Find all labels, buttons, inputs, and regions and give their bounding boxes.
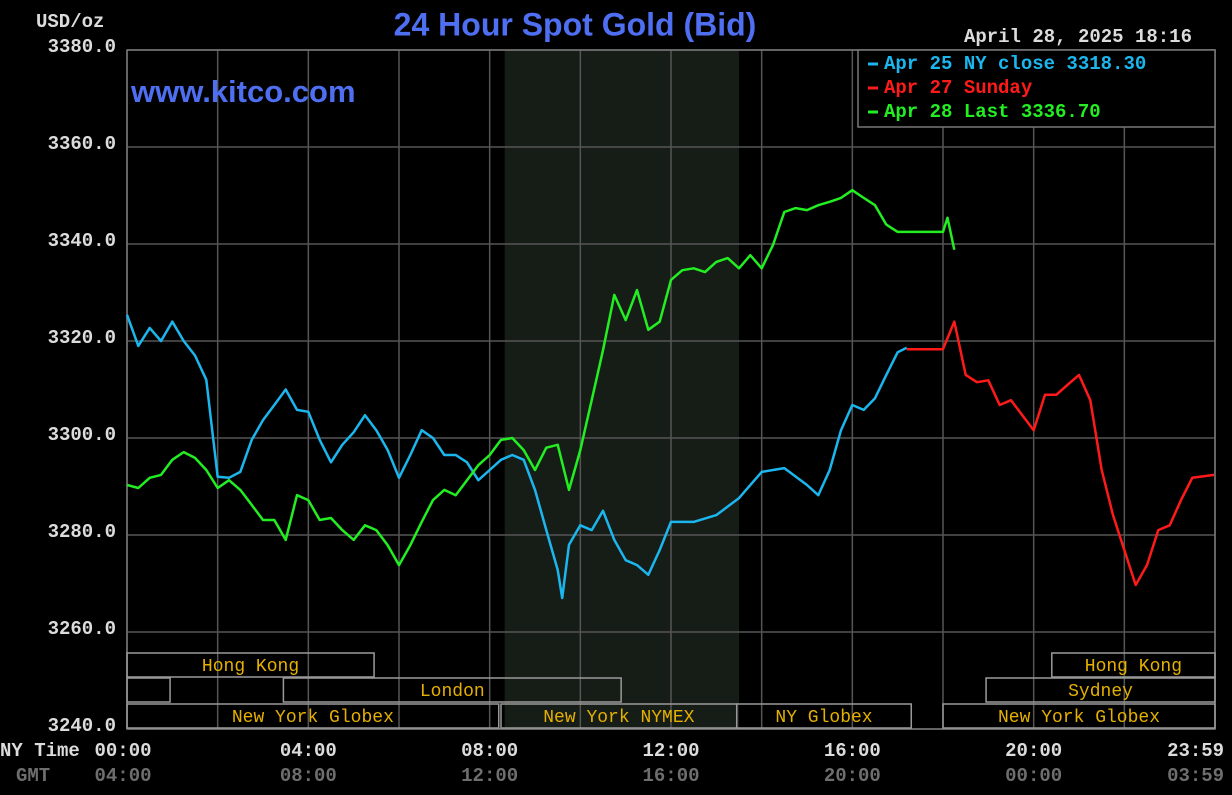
- text-layer: USD/oz 24 Hour Spot Gold (Bid) April 28,…: [0, 6, 1224, 787]
- series-line: [906, 320, 1215, 587]
- session-label: Hong Kong: [1085, 657, 1182, 677]
- chart-title: 24 Hour Spot Gold (Bid): [394, 6, 757, 42]
- x-tick-label: 20:00: [1005, 740, 1062, 762]
- y-tick-label: 3360.0: [48, 133, 116, 155]
- x-tick-label: 16:00: [824, 740, 881, 762]
- y-tick-label: 3380.0: [48, 36, 116, 58]
- session-box: [126, 703, 500, 729]
- session-label: London: [420, 682, 485, 702]
- y-tick-label: 3280.0: [48, 521, 116, 543]
- session-label: NY Globex: [775, 708, 872, 728]
- shade-layer: [504, 50, 739, 729]
- watermark: www.kitco.com: [130, 74, 356, 109]
- y-axis-label: USD/oz: [36, 11, 104, 33]
- x-tick-label: 04:00: [280, 740, 337, 762]
- gmt-row-label: GMT: [16, 765, 50, 787]
- session-layer: Hong Kong Hong Kong London Sydney New York G…: [126, 652, 1216, 729]
- session-box: [282, 677, 622, 703]
- series-line: [125, 314, 908, 600]
- session-box: [942, 703, 1216, 729]
- shaded-range: [504, 50, 739, 729]
- grid-layer: [126, 49, 1216, 730]
- session-box: [985, 677, 1216, 703]
- timestamp: April 28, 2025 18:16: [964, 26, 1192, 48]
- gmt-tick-label: 16:00: [642, 765, 699, 787]
- gmt-tick-label: 12:00: [461, 765, 518, 787]
- x-tick-label: 00:00: [94, 740, 151, 762]
- gmt-tick-label: 20:00: [824, 765, 881, 787]
- x-tick-label: 08:00: [461, 740, 518, 762]
- x-tick-label: 12:00: [642, 740, 699, 762]
- y-tick-label: 3320.0: [48, 327, 116, 349]
- gmt-tick-label: 03:59: [1167, 765, 1224, 787]
- legend-label: Apr 25 NY close 3318.30: [884, 53, 1146, 75]
- y-tick-label: 3240.0: [48, 715, 116, 737]
- session-label: New York NYMEX: [543, 708, 694, 728]
- session-box: [126, 652, 375, 678]
- plot-border: [126, 49, 1216, 730]
- gmt-tick-label: 04:00: [94, 765, 151, 787]
- session-box: [126, 677, 171, 703]
- series-line: [126, 188, 956, 567]
- session-label: New York Globex: [232, 708, 394, 728]
- x-row-label: NY Time: [0, 740, 80, 762]
- y-tick-label: 3340.0: [48, 230, 116, 252]
- line-layer: [125, 188, 1215, 600]
- session-label: Hong Kong: [202, 657, 299, 677]
- session-box: [1051, 652, 1216, 678]
- session-label: New York Globex: [998, 708, 1160, 728]
- legend-label: Apr 27 Sunday: [884, 77, 1033, 99]
- legend-label: Apr 28 Last 3336.70: [884, 101, 1101, 123]
- session-box: [735, 703, 913, 729]
- gmt-tick-label: 08:00: [280, 765, 337, 787]
- session-label: Sydney: [1068, 682, 1133, 702]
- gmt-tick-label: 00:00: [1005, 765, 1062, 787]
- x-tick-label: 23:59: [1167, 740, 1224, 762]
- y-tick-label: 3300.0: [48, 424, 116, 446]
- y-tick-label: 3260.0: [48, 618, 116, 640]
- legend-box: [857, 49, 1216, 128]
